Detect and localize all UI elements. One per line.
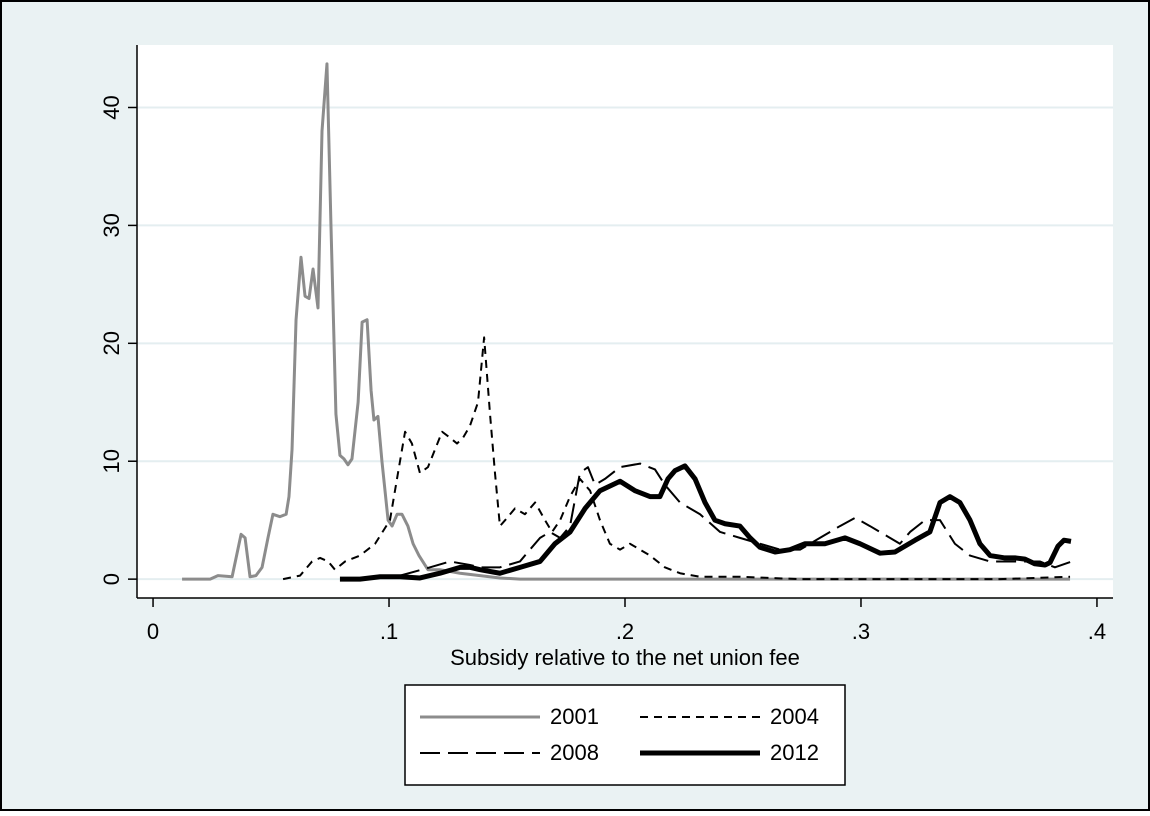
x-tick-label: .3 <box>852 619 870 644</box>
x-axis-label: Subsidy relative to the net union fee <box>450 645 800 670</box>
lines <box>182 62 1073 582</box>
line-series <box>282 336 1071 581</box>
grid <box>137 106 1113 581</box>
y-tick-label: 0 <box>99 573 124 585</box>
x-tick-label: 0 <box>147 619 159 644</box>
line-series <box>339 463 1072 582</box>
y-tick-label: 10 <box>99 449 124 473</box>
legend-label: 2001 <box>550 704 599 729</box>
y-tick-label: 20 <box>99 331 124 355</box>
line-series <box>182 62 1071 581</box>
legend-label: 2008 <box>550 740 599 765</box>
y-tick-label: 40 <box>99 95 124 119</box>
x-tick-label: .1 <box>380 619 398 644</box>
y-tick-label: 30 <box>99 213 124 237</box>
x-tick-label: .2 <box>616 619 634 644</box>
line-series <box>399 462 1073 577</box>
legend-label: 2012 <box>770 740 819 765</box>
legend <box>404 684 846 786</box>
x-tick-label: .4 <box>1088 619 1106 644</box>
plot-area <box>137 45 1113 598</box>
legend-label: 2004 <box>770 704 819 729</box>
